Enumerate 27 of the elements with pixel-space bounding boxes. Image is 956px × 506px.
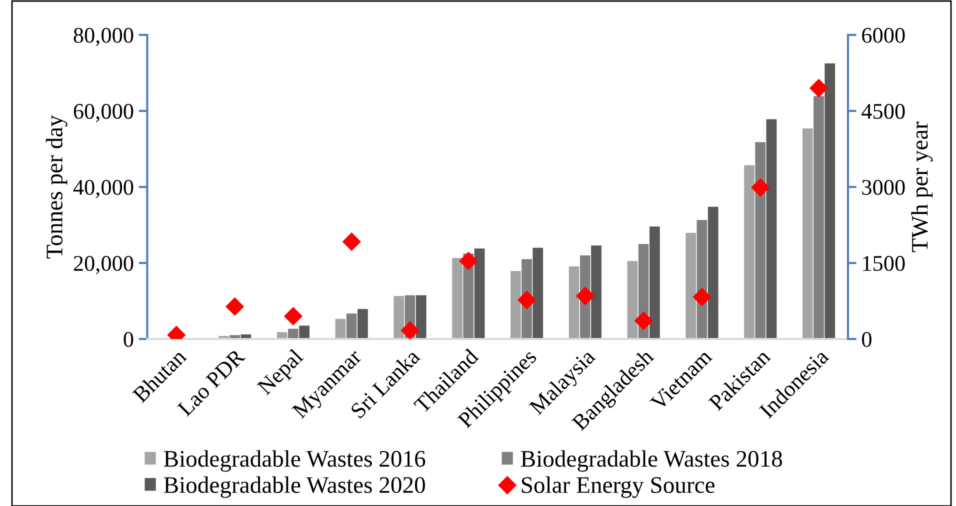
y-tick-label: 40,000 <box>73 180 134 198</box>
y-tick-label: 80,000 <box>74 28 134 46</box>
y2-tick-label: 4500 <box>862 104 905 119</box>
legend-label: Solar Energy Source <box>522 476 714 498</box>
y2-tick-label: 3000 <box>862 180 905 195</box>
legend-label: Biodegradable Wastes 2020 <box>164 476 425 498</box>
y-tick-label: 20,000 <box>74 256 134 274</box>
point <box>342 232 361 251</box>
legend-label: Biodegradable Wastes 2018 <box>521 450 782 472</box>
point <box>400 321 420 340</box>
y2-axis-title: TWh per year <box>911 122 933 252</box>
point <box>518 290 536 310</box>
point <box>634 312 653 330</box>
point <box>692 288 712 306</box>
point <box>810 79 828 98</box>
point <box>459 252 478 270</box>
point <box>751 178 770 197</box>
point <box>284 307 302 326</box>
legend-label: Biodegradable Wastes 2016 <box>164 450 426 472</box>
y-tick-label: 60,000 <box>74 104 134 122</box>
y2-tick-label: 0 <box>862 332 872 347</box>
y2-tick-label: 6000 <box>862 28 905 43</box>
point <box>576 286 594 305</box>
point <box>226 298 244 316</box>
y2-tick-label: 1500 <box>863 256 905 271</box>
y-axis-title: Tonnes per day <box>46 115 68 258</box>
y-tick-label: 0 <box>124 332 134 347</box>
